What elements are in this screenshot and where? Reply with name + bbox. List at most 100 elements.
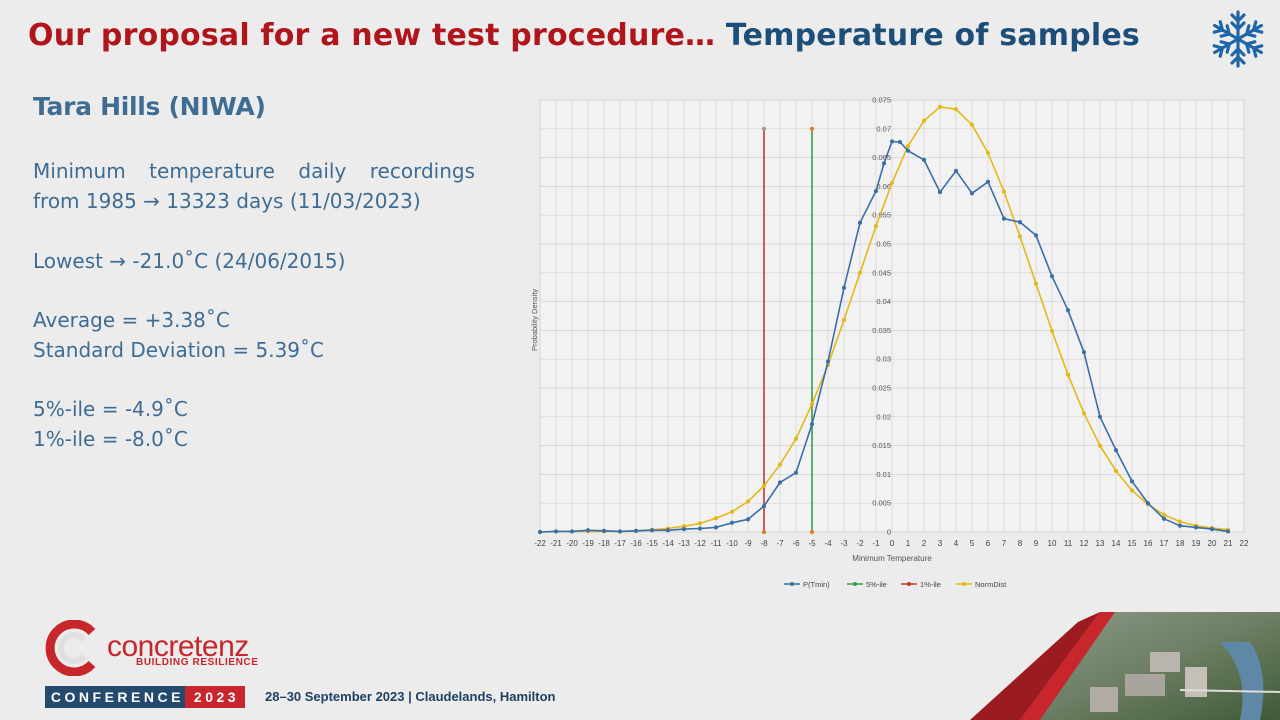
x-tick-label: 2 (922, 539, 927, 548)
x-tick-label: -22 (534, 539, 546, 548)
x-tick-label: -14 (662, 539, 674, 548)
data-point (713, 516, 719, 521)
legend-label: 5%-ile (866, 580, 887, 589)
data-point (953, 168, 959, 173)
description-word: recordings (369, 159, 475, 183)
data-point (881, 161, 887, 166)
data-point (681, 524, 687, 529)
x-tick-label: -11 (711, 539, 723, 548)
slide-title: Our proposal for a new test procedure… T… (28, 18, 1140, 53)
y-axis-title: Probability Density (530, 289, 539, 351)
legend-marker (907, 582, 911, 586)
data-point (905, 148, 911, 153)
x-tick-label: 4 (954, 539, 959, 548)
x-tick-label: 5 (970, 539, 975, 548)
data-point (745, 499, 751, 504)
x-axis-title: Minimum Temperature (852, 554, 932, 563)
data-point (1017, 234, 1023, 239)
x-tick-label: 1 (906, 539, 911, 548)
x-tick-label: -21 (550, 539, 562, 548)
data-point (569, 529, 575, 534)
data-point (1193, 525, 1199, 530)
data-point (809, 402, 815, 407)
percentile-1-value: 1%-ile = -8.0˚C (33, 427, 188, 451)
conference-label: CONFERENCE (50, 689, 184, 705)
data-point (1065, 308, 1071, 313)
data-point (1129, 488, 1135, 493)
title-part-1: Our proposal for a new test procedure… (28, 18, 716, 53)
x-tick-label: 20 (1208, 539, 1217, 548)
data-point (1049, 328, 1055, 334)
data-point (697, 526, 703, 531)
data-point (1049, 274, 1055, 279)
data-point (809, 529, 815, 535)
data-point (617, 529, 623, 534)
y-tick-label: 0.005 (872, 499, 891, 508)
x-tick-label: 12 (1080, 539, 1089, 548)
data-point (649, 528, 655, 533)
data-point (905, 143, 911, 149)
y-tick-label: 0.02 (876, 412, 891, 421)
data-point (553, 529, 559, 534)
conference-badge: CONFERENCE 2023 (45, 686, 245, 708)
x-tick-label: 22 (1240, 539, 1249, 548)
data-point (697, 521, 703, 526)
average-value: Average = +3.38˚C (33, 308, 230, 332)
data-point (1001, 216, 1007, 221)
x-tick-label: -9 (744, 539, 752, 548)
data-point (761, 503, 767, 509)
data-point (969, 122, 975, 127)
x-tick-label: -6 (792, 539, 800, 548)
x-tick-label: -12 (694, 539, 706, 548)
y-tick-label: 0.025 (872, 384, 891, 393)
data-point (1161, 512, 1167, 517)
legend-label: 1%-ile (920, 580, 941, 589)
x-tick-label: 15 (1128, 539, 1137, 548)
data-point (985, 150, 991, 156)
data-point (1225, 529, 1231, 534)
data-point (1065, 372, 1071, 377)
description-word: temperature (149, 159, 275, 183)
y-tick-label: 0.075 (872, 96, 891, 105)
data-point (1081, 411, 1087, 416)
data-point (809, 126, 815, 131)
legend-marker (962, 582, 966, 586)
x-tick-label: 3 (938, 539, 943, 548)
data-point (873, 188, 879, 194)
data-point (729, 509, 735, 514)
legend-marker (853, 582, 857, 586)
data-point (665, 528, 671, 533)
x-tick-label: 18 (1176, 539, 1185, 548)
x-tick-label: 8 (1018, 539, 1023, 548)
left-text-panel: Tara Hills (NIWA) Minimum temperature dail… (33, 92, 475, 451)
station-subtitle: Tara Hills (NIWA) (33, 92, 266, 121)
x-tick-label: 21 (1224, 539, 1233, 548)
description-line-1: Minimum temperature daily recordings (33, 156, 475, 186)
data-point (777, 480, 783, 485)
y-tick-label: 0.05 (876, 240, 891, 249)
data-point (1033, 281, 1039, 286)
data-point (1033, 233, 1039, 238)
x-tick-label: 6 (986, 539, 991, 548)
y-tick-label: 0.065 (872, 153, 891, 162)
y-tick-label: 0.04 (876, 297, 891, 306)
data-point (1113, 448, 1119, 453)
x-tick-label: -20 (566, 539, 578, 548)
data-point (1081, 350, 1087, 355)
data-point (1209, 527, 1215, 532)
data-point (793, 436, 799, 441)
x-tick-label: -3 (840, 539, 848, 548)
y-tick-label: 0.015 (872, 441, 891, 450)
stddev-value: Standard Deviation = 5.39˚C (33, 338, 324, 362)
x-tick-label: -15 (646, 539, 658, 548)
y-tick-label: 0.06 (876, 182, 891, 191)
y-tick-label: 0.07 (876, 124, 891, 133)
data-point (585, 528, 591, 533)
data-point (1113, 468, 1119, 474)
snowflake-icon (1210, 10, 1266, 68)
data-point (841, 317, 847, 323)
x-tick-label: 11 (1064, 539, 1073, 548)
data-point (969, 191, 975, 196)
data-point (1001, 189, 1007, 194)
data-point (537, 529, 543, 535)
